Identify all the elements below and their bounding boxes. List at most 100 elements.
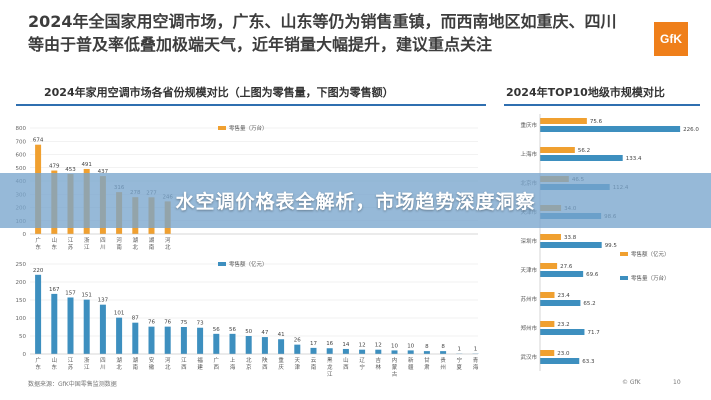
data-label: 491 [81,162,92,168]
bar [99,304,106,354]
x-tick-label: 浙 [84,356,90,364]
legend-label: 零售量（万台） [229,124,268,132]
x-tick-label: 东 [52,243,58,251]
x-tick-label: 川 [100,245,106,251]
x-tick-label: 黑 [327,357,333,364]
city-title-rule [504,104,700,106]
bar [35,274,42,354]
bar-retail-value [540,263,558,269]
x-tick-label: 古 [392,370,398,378]
bar-retail-value [540,234,561,240]
bar [148,326,155,354]
data-label: 220 [33,268,44,274]
data-label: 56 [213,327,220,333]
data-label: 47 [261,330,268,336]
data-label: 63.3 [582,359,595,365]
data-label: 50 [245,329,252,335]
bar [326,348,333,354]
data-label: 101 [114,311,125,317]
y-tick-label: 150 [16,298,27,304]
x-tick-label: 南 [133,363,139,371]
data-label: 133.4 [626,156,642,162]
city-chart: 重庆市75.6226.0上海市56.2133.4北京市46.5112.4天津市3… [520,114,699,371]
bar-retail-volume [540,126,681,132]
bar [197,327,204,354]
bar-retail-value [540,321,555,327]
x-tick-label: 东 [35,243,41,251]
bar-retail-volume [540,155,623,161]
bar [440,351,447,354]
bar-retail-volume [540,329,585,335]
legend-label: 零售额（亿元） [631,250,670,258]
x-tick-label: 甘 [424,356,430,364]
x-tick-label: 福 [197,356,203,364]
x-tick-label: 江 [327,371,333,378]
x-tick-label: 湖 [149,236,155,244]
y-tick-label: 250 [16,262,27,268]
data-label: 33.8 [564,235,577,241]
x-tick-label: 浙 [84,236,90,244]
page-number: 10 [673,379,681,386]
bar-retail-value [540,350,555,356]
footer-brand: © GfK [622,379,641,386]
x-tick-label: 苏 [68,363,74,371]
data-label: 10 [391,343,398,349]
data-label: 157 [65,290,76,296]
x-tick-label: 疆 [408,364,414,371]
bar [310,347,317,354]
x-tick-label: 河 [116,236,122,244]
x-tick-label: 天 [295,357,301,364]
x-tick-label: 贵 [440,356,446,364]
legend-label: 零售量（万台） [631,274,670,282]
y-category-label: 武汉市 [520,353,537,361]
data-label: 27.6 [560,264,573,270]
bar [180,327,187,354]
data-label: 75 [180,320,187,326]
bar [83,299,90,354]
y-tick-label: 0 [23,352,27,358]
bar-retail-volume [540,242,602,248]
bar [261,337,268,354]
data-label: 23.4 [558,293,571,299]
x-tick-label: 四 [100,237,106,244]
x-tick-label: 建 [197,363,203,371]
bar [51,293,58,354]
bar-retail-volume [540,300,581,306]
legend-swatch [620,252,628,256]
x-tick-label: 京 [246,363,252,371]
data-label: 75.6 [590,119,603,125]
y-tick-label: 0 [23,232,27,238]
x-tick-label: 北 [165,363,171,371]
bar [423,351,430,354]
data-label: 56 [229,327,236,333]
bar [164,326,171,354]
bar [213,333,220,354]
x-tick-label: 海 [230,363,236,371]
x-tick-label: 江 [68,237,74,244]
x-tick-label: 湖 [133,236,139,244]
y-tick-label: 800 [16,126,27,132]
data-label: 76 [164,320,171,326]
x-tick-label: 吉 [376,357,382,364]
data-label: 12 [359,343,366,349]
data-label: 73 [197,321,204,327]
data-label: 437 [98,169,109,175]
bar-retail-volume [540,271,584,277]
overlay-title: 水空调价格表全解析，市场趋势深度洞察 [175,191,536,213]
data-label: 69.6 [586,272,599,278]
x-tick-label: 林 [376,363,382,371]
x-tick-label: 苏 [68,243,74,251]
bar [116,317,123,354]
y-category-label: 郑州市 [520,324,537,332]
bar [391,350,398,354]
y-tick-label: 600 [16,153,27,159]
data-label: 8 [441,344,445,350]
data-label: 137 [98,298,109,304]
x-tick-label: 西 [262,364,268,371]
province-chart-title: 2024年家用空调市场各省份规模对比（上图为零售量，下图为零售额） [44,86,394,99]
x-tick-label: 山 [52,236,58,244]
bar [132,322,139,354]
legend-swatch [620,276,628,280]
data-label: 23.0 [557,351,570,357]
x-tick-label: 东 [35,363,41,371]
